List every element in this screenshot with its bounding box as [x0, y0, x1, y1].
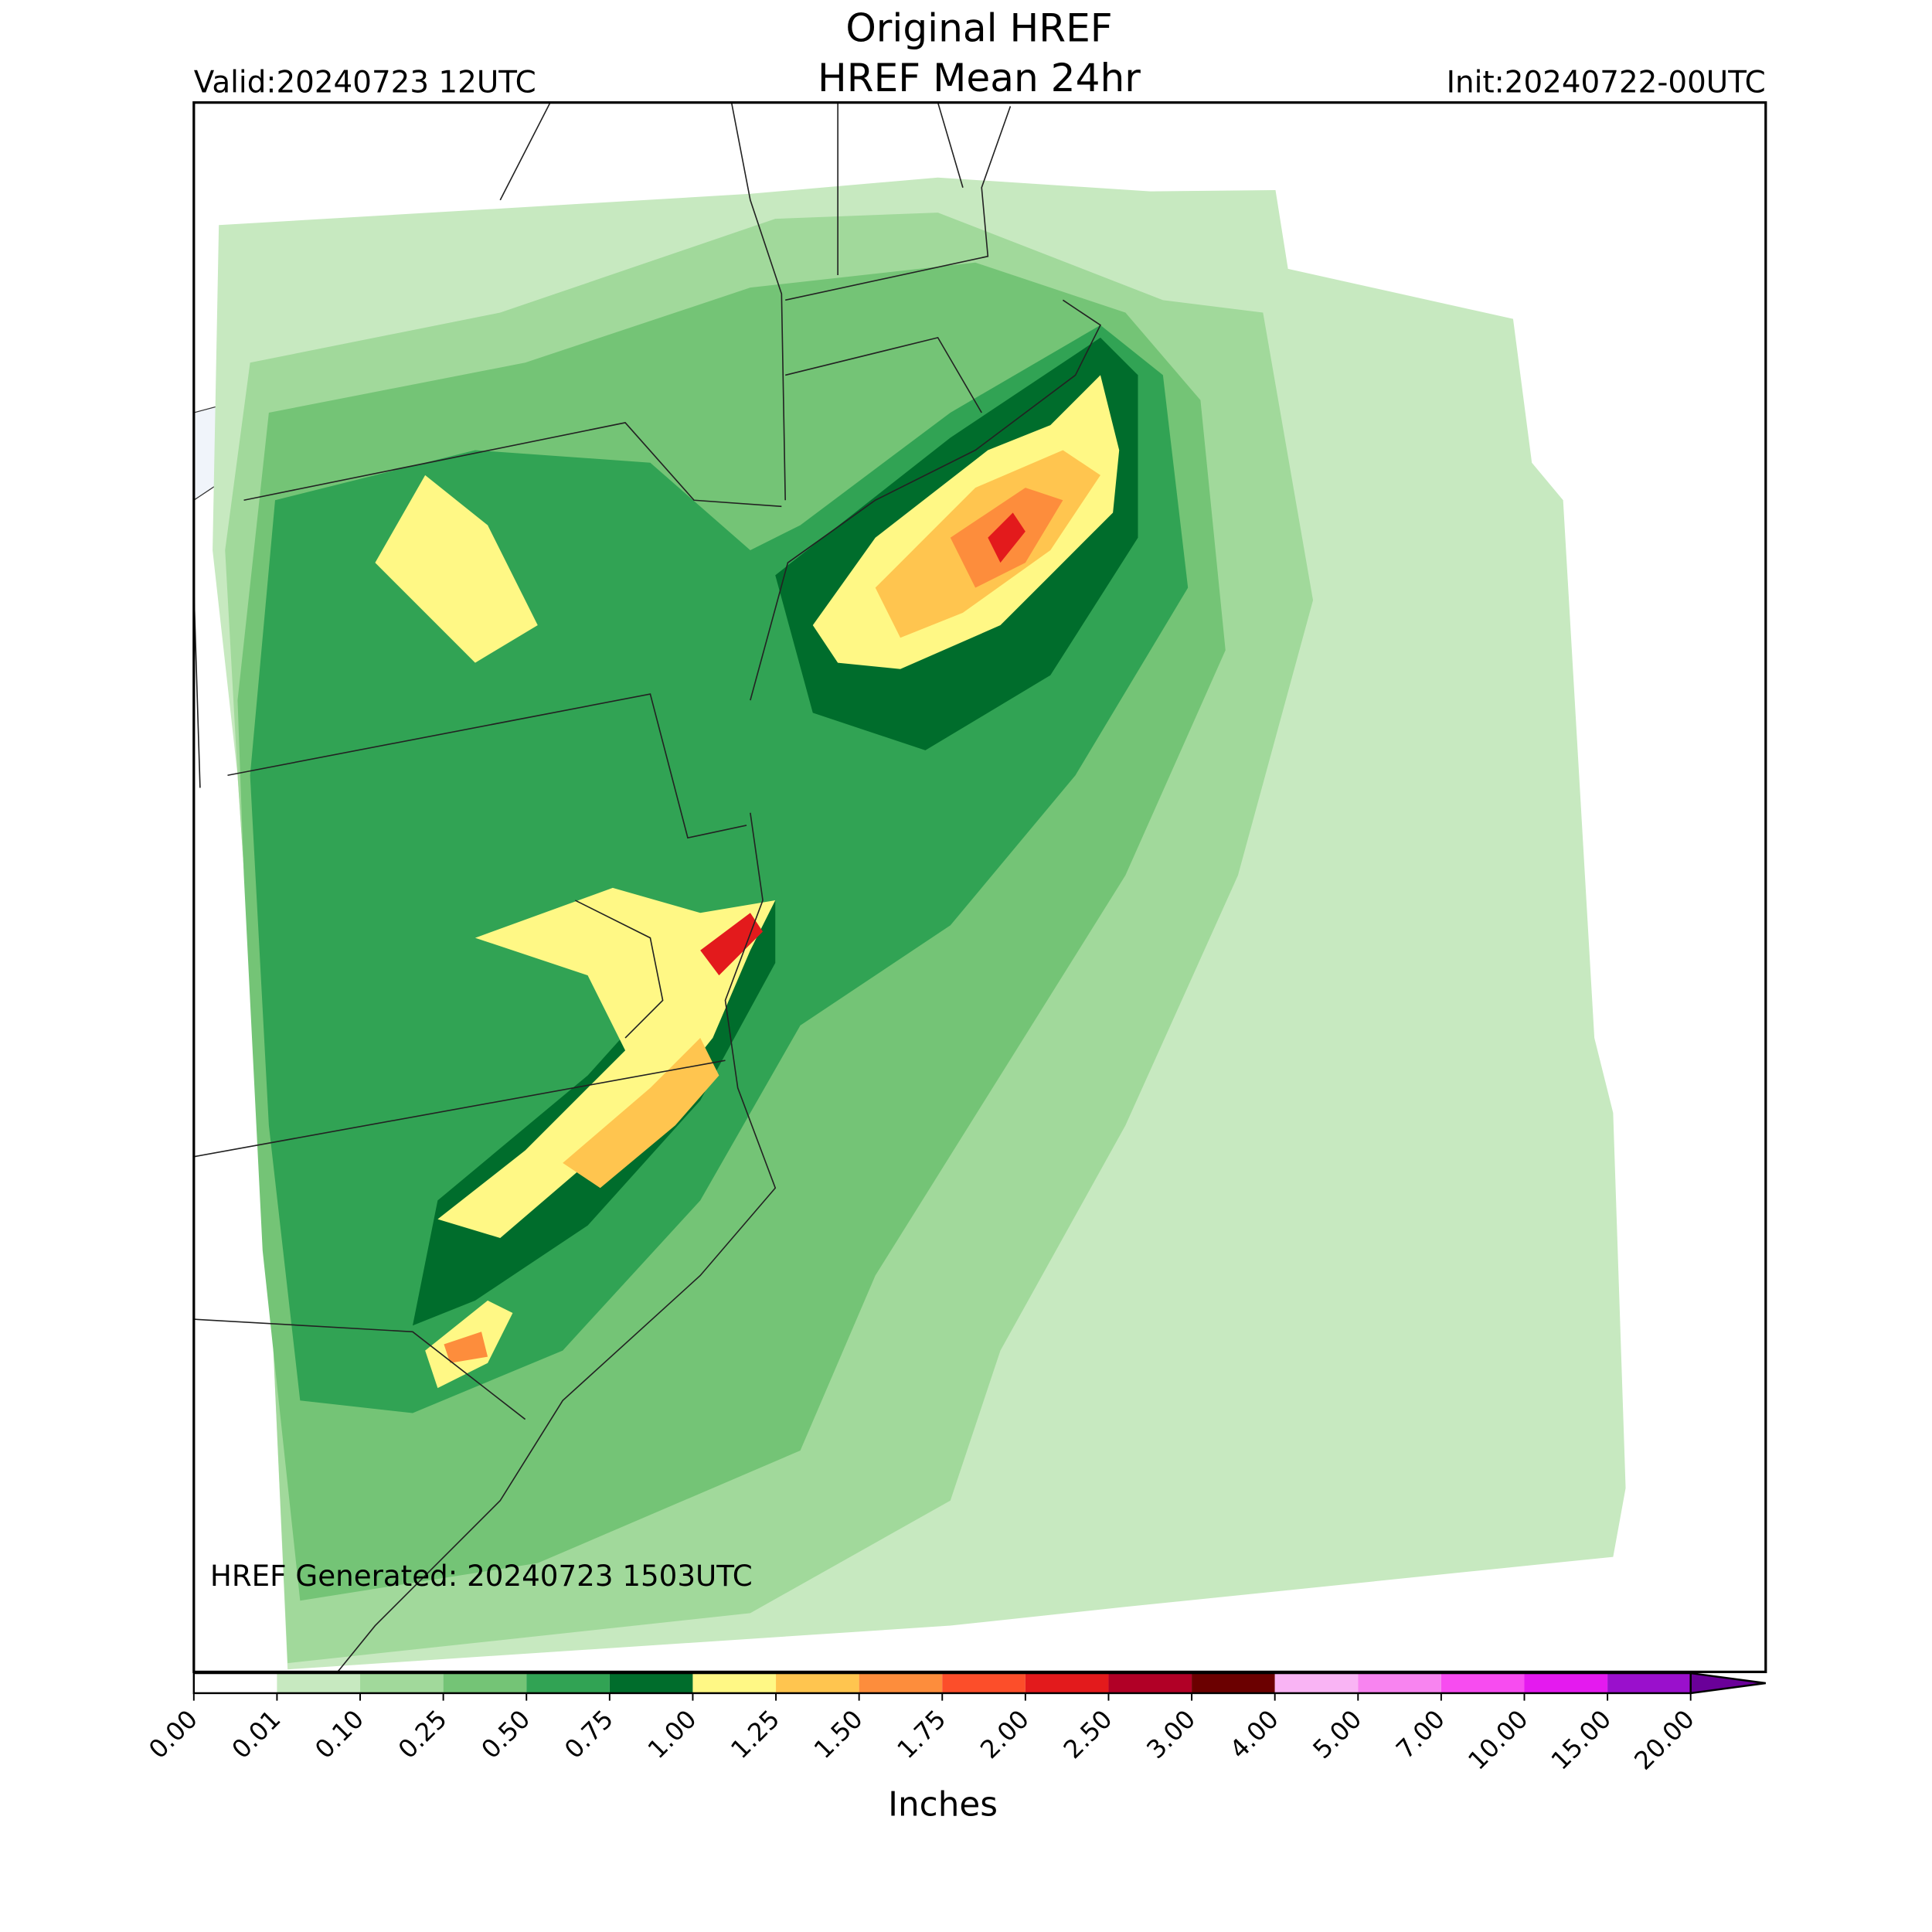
colorbar-tick-label: 1.00	[642, 1704, 702, 1764]
colorbar-tick-label: 0.25	[393, 1704, 453, 1764]
colorbar-segment	[859, 1673, 943, 1693]
colorbar-segment	[1607, 1673, 1691, 1693]
colorbar-segment	[1440, 1673, 1525, 1693]
colorbar-segment	[942, 1673, 1026, 1693]
map: HREF Generated: 20240723 1503UTC	[192, 101, 1767, 1674]
colorbar-tick-label: 7.00	[1390, 1704, 1451, 1764]
colorbar-segment	[1358, 1673, 1441, 1693]
colorbar-tick-label: 0.01	[226, 1704, 287, 1764]
colorbar-tick-label: 2.50	[1058, 1704, 1118, 1764]
subtitle: HREF Mean 24hr	[818, 55, 1141, 100]
valid-time: Valid:20240723 12UTC	[194, 66, 536, 100]
colorbar: 0.00 0.01 0.10 0.25 0.50 0.75 1.00 1.25 1.50 1.75…	[143, 1672, 1766, 1776]
colorbar-segment	[1108, 1673, 1192, 1693]
colorbar-segment	[1025, 1673, 1109, 1693]
colorbar-tick-label: 5.00	[1308, 1704, 1368, 1764]
colorbar-tick-label: 15.00	[1546, 1704, 1617, 1775]
precip-175	[700, 913, 764, 976]
colorbar-segment	[609, 1673, 693, 1693]
colorbar-segment	[526, 1673, 610, 1693]
init-time: Init:20240722-00UTC	[1447, 66, 1766, 100]
colorbar-tick-label: 0.00	[143, 1704, 203, 1764]
colorbar-segment	[1274, 1673, 1359, 1693]
colorbar-segment	[360, 1673, 444, 1693]
colorbar-tick-label: 2.00	[975, 1704, 1035, 1764]
colorbar-tick-label: 0.50	[476, 1704, 536, 1764]
colorbar-extend	[1689, 1672, 1766, 1695]
precip-100	[437, 887, 776, 1238]
colorbar-segment	[776, 1673, 859, 1693]
colorbar-segment	[692, 1673, 777, 1693]
colorbar-tick-label: 0.10	[309, 1704, 369, 1764]
colorbar-tick-label: 0.75	[559, 1704, 619, 1764]
precip-150	[444, 1332, 488, 1363]
precip-125	[563, 1038, 719, 1189]
colorbar-tick-label: 20.00	[1628, 1704, 1699, 1775]
colorbar-segment	[277, 1673, 361, 1693]
colorbar-segment	[443, 1673, 527, 1693]
precip-100	[375, 474, 538, 663]
colorbar-tick-label: 1.50	[808, 1704, 869, 1764]
colorbar-segment	[193, 1673, 277, 1693]
colorbar-tick-label: 1.75	[892, 1704, 952, 1764]
colorbar-label: Inches	[888, 1785, 998, 1825]
annotation: HREF Generated: 20240723 1503UTC	[210, 1559, 753, 1593]
boundaries	[193, 102, 1101, 1672]
title: Original HREF	[845, 5, 1112, 50]
colorbar-tick-label: 4.00	[1224, 1704, 1284, 1764]
colorbar-tick-label: 1.25	[725, 1704, 785, 1764]
colorbar-tick-label: 3.00	[1141, 1704, 1201, 1764]
colorbar-segment	[1524, 1673, 1608, 1693]
map-frame	[192, 101, 1767, 1674]
colorbar-segment	[1192, 1673, 1275, 1693]
precip-175	[988, 512, 1026, 563]
colorbar-tick-label: 10.00	[1462, 1704, 1533, 1775]
